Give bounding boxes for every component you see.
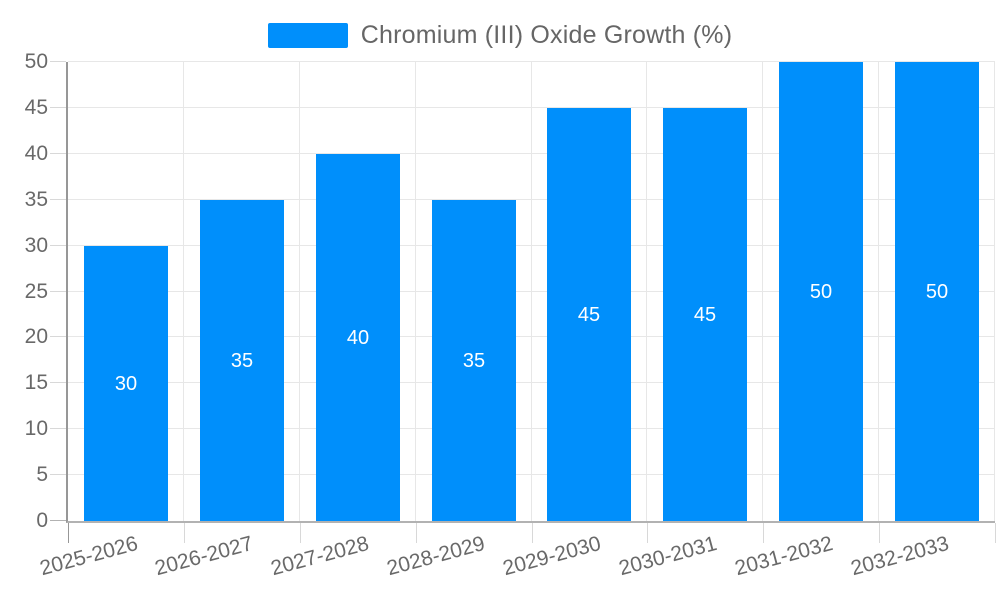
y-axis-label: 35 bbox=[24, 188, 48, 211]
bar-2030-2031[interactable]: 45 bbox=[663, 108, 747, 521]
bar-value-label: 35 bbox=[462, 349, 486, 372]
bar-value-label: 45 bbox=[577, 303, 601, 326]
x-axis-tick bbox=[532, 523, 533, 543]
x-gridline bbox=[878, 62, 879, 521]
bar-2025-2026[interactable]: 30 bbox=[84, 246, 168, 521]
y-axis-label: 15 bbox=[24, 371, 48, 394]
x-axis-label: 2029-2030 bbox=[500, 532, 604, 581]
x-gridline bbox=[762, 62, 763, 521]
x-axis-tick bbox=[416, 523, 417, 543]
y-axis-label: 50 bbox=[24, 50, 48, 73]
bar-value-label: 35 bbox=[230, 349, 254, 372]
y-axis-label: 0 bbox=[36, 509, 48, 532]
x-gridline bbox=[183, 62, 184, 521]
bar-2026-2027[interactable]: 35 bbox=[200, 200, 284, 521]
x-axis-tick bbox=[184, 523, 185, 543]
x-axis-label: 2028-2029 bbox=[384, 532, 488, 581]
y-axis-label: 25 bbox=[24, 280, 48, 303]
y-axis-tick bbox=[50, 520, 66, 521]
y-axis-tick bbox=[50, 382, 66, 383]
y-axis-label: 5 bbox=[36, 463, 48, 486]
x-gridline bbox=[646, 62, 647, 521]
y-gridline bbox=[68, 61, 995, 62]
x-gridline bbox=[994, 62, 995, 521]
y-axis-tick bbox=[50, 199, 66, 200]
y-axis-label: 40 bbox=[24, 142, 48, 165]
y-axis-tick bbox=[50, 428, 66, 429]
x-axis-label: 2026-2027 bbox=[152, 532, 256, 581]
bar-2032-2033[interactable]: 50 bbox=[895, 62, 979, 521]
legend-label: Chromium (III) Oxide Growth (%) bbox=[360, 21, 733, 49]
y-axis-label: 20 bbox=[24, 325, 48, 348]
bar-value-label: 50 bbox=[809, 280, 833, 303]
x-axis-tick bbox=[995, 523, 996, 543]
plot-area: 30 35 40 35 45 45 50 50 bbox=[66, 61, 995, 523]
bar-value-label: 30 bbox=[114, 372, 138, 395]
x-gridline bbox=[299, 62, 300, 521]
legend[interactable]: Chromium (III) Oxide Growth (%) bbox=[0, 21, 1000, 50]
x-gridline bbox=[415, 62, 416, 521]
y-axis-tick bbox=[50, 245, 66, 246]
x-axis-tick bbox=[879, 523, 880, 543]
bar-2028-2029[interactable]: 35 bbox=[432, 200, 516, 521]
x-axis-tick bbox=[300, 523, 301, 543]
x-axis-label: 2032-2033 bbox=[848, 532, 952, 581]
y-axis-tick bbox=[50, 107, 66, 108]
x-axis-tick bbox=[763, 523, 764, 543]
y-axis-tick bbox=[50, 336, 66, 337]
x-axis-tick bbox=[68, 523, 69, 543]
x-gridline bbox=[531, 62, 532, 521]
y-axis-tick bbox=[50, 61, 66, 62]
bar-value-label: 45 bbox=[693, 303, 717, 326]
y-axis-tick bbox=[50, 153, 66, 154]
y-axis-tick bbox=[50, 474, 66, 475]
bar-value-label: 40 bbox=[346, 326, 370, 349]
x-axis-label: 2031-2032 bbox=[732, 532, 836, 581]
y-axis-label: 10 bbox=[24, 417, 48, 440]
x-axis-label: 2025-2026 bbox=[36, 532, 140, 581]
bar-2029-2030[interactable]: 45 bbox=[547, 108, 631, 521]
x-axis-label: 2030-2031 bbox=[616, 532, 720, 581]
y-axis-label: 45 bbox=[24, 96, 48, 119]
x-axis-tick bbox=[647, 523, 648, 543]
y-axis-tick bbox=[50, 291, 66, 292]
y-axis-label: 30 bbox=[24, 234, 48, 257]
legend-swatch bbox=[267, 23, 348, 48]
bar-2031-2032[interactable]: 50 bbox=[779, 62, 863, 521]
x-axis-label: 2027-2028 bbox=[268, 532, 372, 581]
bar-value-label: 50 bbox=[925, 280, 949, 303]
bar-2027-2028[interactable]: 40 bbox=[316, 154, 400, 521]
